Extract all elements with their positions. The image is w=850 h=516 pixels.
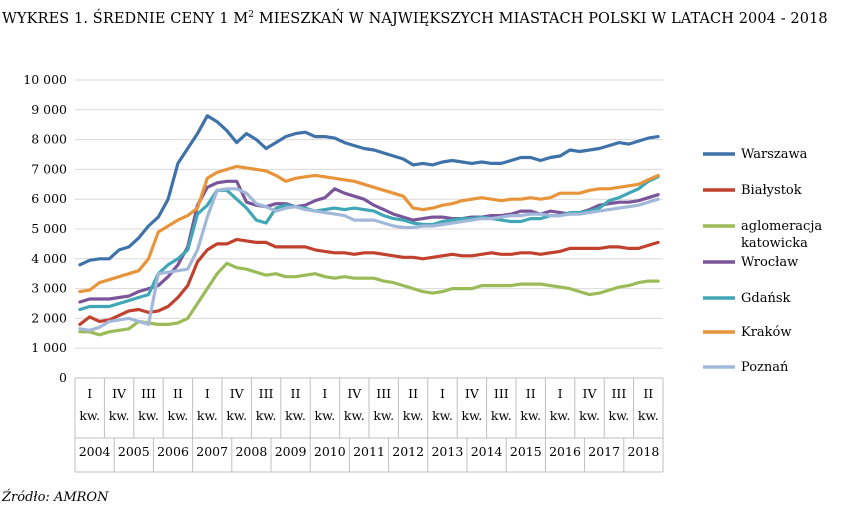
y-tick-label: 1 000 xyxy=(31,340,67,355)
x-kw-label: kw. xyxy=(109,408,130,423)
x-kw-label: kw. xyxy=(550,408,571,423)
x-year-label: 2005 xyxy=(118,444,150,459)
x-quarter-label: III xyxy=(611,386,626,401)
x-year-label: 2015 xyxy=(510,444,542,459)
x-kw-label: kw. xyxy=(373,408,394,423)
x-quarter-label: II xyxy=(408,386,418,401)
series-line-1 xyxy=(78,237,660,326)
series-line-2 xyxy=(78,261,660,337)
x-year-label: 2008 xyxy=(235,444,267,459)
legend-label: Wrocław xyxy=(741,255,798,270)
x-quarter-label: IV xyxy=(465,386,480,401)
x-quarter-label: I xyxy=(558,386,563,401)
x-kw-label: kw. xyxy=(197,408,218,423)
y-tick-label: 0 xyxy=(59,370,67,385)
x-year-label: 2009 xyxy=(275,444,307,459)
x-kw-label: kw. xyxy=(344,408,365,423)
x-year-label: 2018 xyxy=(627,444,659,459)
legend-label: Poznań xyxy=(741,360,789,375)
legend-label: Gdańsk xyxy=(741,291,791,306)
legend-label-cont: katowicka xyxy=(741,236,808,251)
x-quarter-label: IV xyxy=(347,386,362,401)
source-note: Źródło: AMRON xyxy=(2,490,109,505)
legend: Warszawa Białystok aglomeracja katowicka Wro… xyxy=(703,147,822,375)
y-tick-label: 2 000 xyxy=(31,310,67,325)
x-kw-label: kw. xyxy=(491,408,512,423)
x-quarter-label: I xyxy=(87,386,92,401)
x-quarter-label: I xyxy=(205,386,210,401)
x-year-label: 2004 xyxy=(79,444,111,459)
x-year-label: 2006 xyxy=(157,444,189,459)
x-kw-label: kw. xyxy=(138,408,159,423)
x-kw-label: kw. xyxy=(226,408,247,423)
x-kw-label: kw. xyxy=(579,408,600,423)
x-year-label: 2011 xyxy=(353,444,385,459)
x-year-label: 2013 xyxy=(431,444,463,459)
x-kw-label: kw. xyxy=(79,408,100,423)
y-tick-label: 5 000 xyxy=(31,221,67,236)
y-tick-label: 8 000 xyxy=(31,132,67,147)
x-year-label: 2014 xyxy=(471,444,503,459)
x-kw-label: kw. xyxy=(609,408,630,423)
y-tick-label: 4 000 xyxy=(31,251,67,266)
series-line-0 xyxy=(78,114,660,267)
x-kw-label: kw. xyxy=(638,408,659,423)
x-quarter-label: II xyxy=(526,386,536,401)
series-lines xyxy=(78,114,660,337)
y-tick-label: 10 000 xyxy=(23,72,67,87)
series-line-3 xyxy=(78,179,660,304)
chart-title: WYKRES 1. ŚREDNIE CENY 1 M2 MIESZKAŃ W N… xyxy=(2,10,828,27)
x-quarter-label: IV xyxy=(583,386,598,401)
x-quarter-label: IV xyxy=(112,386,127,401)
x-year-label: 2012 xyxy=(392,444,424,459)
y-tick-label: 9 000 xyxy=(31,102,67,117)
x-quarter-label: II xyxy=(291,386,301,401)
series-line-5 xyxy=(78,164,660,294)
x-quarter-label: III xyxy=(376,386,391,401)
x-kw-label: kw. xyxy=(256,408,277,423)
series-line-6 xyxy=(78,187,660,332)
x-quarter-label: I xyxy=(440,386,445,401)
x-kw-label: kw. xyxy=(315,408,336,423)
x-year-label: 2007 xyxy=(196,444,228,459)
x-kw-label: kw. xyxy=(462,408,483,423)
y-tick-label: 7 000 xyxy=(31,161,67,176)
x-axis: Ikw.IVkw.IIIkw.IIkw.Ikw.IVkw.IIIkw.IIkw.… xyxy=(74,377,664,473)
x-year-label: 2016 xyxy=(549,444,581,459)
x-kw-label: kw. xyxy=(168,408,189,423)
x-quarter-label: III xyxy=(141,386,156,401)
line-chart: 0 1 000 2 000 3 000 4 000 5 000 6 000 7 000 8 00… xyxy=(23,72,822,473)
y-axis-labels: 0 1 000 2 000 3 000 4 000 5 000 6 000 7 000 8 00… xyxy=(23,72,67,385)
legend-label: Kraków xyxy=(741,325,792,340)
x-kw-label: kw. xyxy=(432,408,453,423)
x-kw-label: kw. xyxy=(520,408,541,423)
x-quarter-label: IV xyxy=(230,386,245,401)
x-year-label: 2010 xyxy=(314,444,346,459)
legend-label: Białystok xyxy=(741,183,802,198)
x-kw-label: kw. xyxy=(285,408,306,423)
y-tick-label: 6 000 xyxy=(31,191,67,206)
x-quarter-label: II xyxy=(643,386,653,401)
x-quarter-label: III xyxy=(494,386,509,401)
legend-label: aglomeracja xyxy=(741,219,822,234)
x-quarter-label: III xyxy=(259,386,274,401)
x-year-label: 2017 xyxy=(588,444,620,459)
x-quarter-label: II xyxy=(173,386,183,401)
legend-label: Warszawa xyxy=(741,147,808,162)
y-tick-label: 3 000 xyxy=(31,281,67,296)
x-quarter-label: I xyxy=(322,386,327,401)
x-kw-label: kw. xyxy=(403,408,424,423)
